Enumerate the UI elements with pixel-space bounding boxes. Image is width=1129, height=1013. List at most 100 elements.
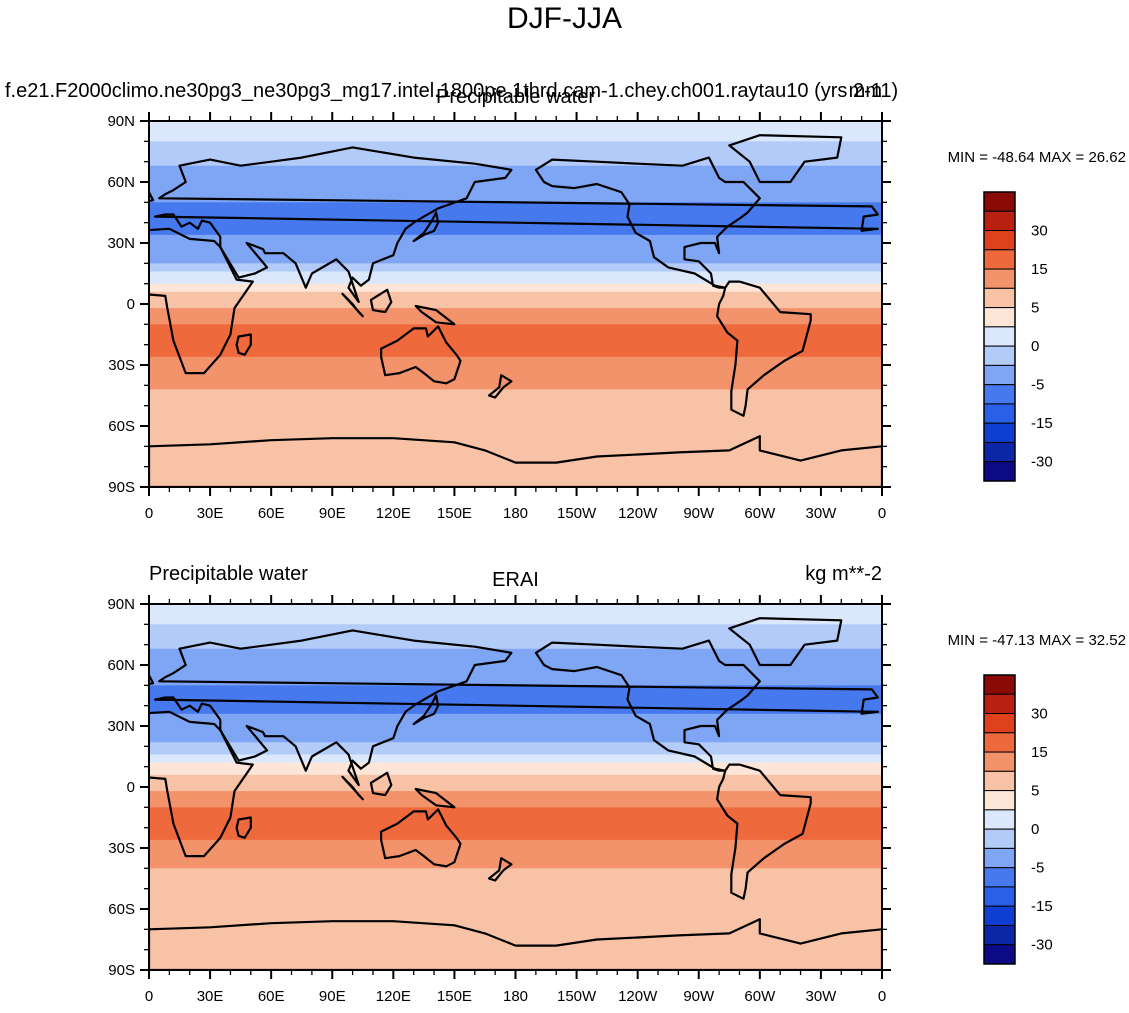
title-center: Precipitable water — [436, 86, 595, 108]
band — [149, 312, 882, 317]
band — [149, 738, 882, 743]
band — [149, 324, 882, 329]
band — [149, 316, 882, 321]
y-tick-label: 60S — [108, 901, 135, 918]
band — [149, 238, 882, 244]
y-tick-label: 30N — [107, 718, 135, 735]
band — [149, 852, 882, 857]
coastline-north-america — [534, 639, 761, 772]
band — [149, 230, 882, 236]
band — [149, 125, 882, 130]
y-tick-label: 60N — [107, 657, 135, 674]
band — [149, 141, 882, 146]
band — [149, 243, 882, 248]
band — [149, 819, 882, 825]
coastline-uk — [149, 673, 155, 685]
y-tick-label: 30N — [107, 235, 135, 252]
band — [149, 259, 882, 264]
band — [149, 957, 882, 963]
title-right: kg m**-2 — [805, 563, 882, 585]
band — [149, 291, 882, 297]
band — [149, 726, 882, 731]
colorbar-swatch — [983, 905, 1016, 926]
band — [149, 734, 882, 739]
band — [149, 787, 882, 792]
band — [149, 778, 882, 784]
band — [149, 409, 882, 415]
band — [149, 705, 882, 711]
x-tick-label: 0 — [878, 988, 886, 1005]
band — [149, 945, 882, 951]
colorbar-label: 0 — [1031, 338, 1039, 355]
x-tick-label: 60E — [258, 505, 285, 522]
band — [149, 876, 882, 882]
band — [149, 892, 882, 898]
band — [149, 169, 882, 175]
band — [149, 933, 882, 939]
band — [149, 917, 882, 922]
band — [149, 750, 882, 756]
x-tick-label: 150E — [437, 505, 472, 522]
colorbar-label: -30 — [1031, 454, 1053, 471]
band — [149, 961, 882, 967]
band — [149, 299, 882, 305]
band — [149, 279, 882, 285]
band — [149, 770, 882, 776]
band — [149, 255, 882, 260]
colorbar-label: 0 — [1031, 821, 1039, 838]
band — [149, 795, 882, 800]
coastline-north-america — [534, 156, 761, 289]
band — [149, 823, 882, 829]
x-tick-label: 0 — [145, 505, 153, 522]
band — [149, 320, 882, 325]
band — [149, 478, 882, 484]
x-tick-label: 30E — [197, 505, 224, 522]
band — [149, 965, 882, 970]
coastline-japan — [412, 694, 440, 726]
band — [149, 385, 882, 390]
coastline-australia — [380, 808, 462, 868]
map-panel-2: 0 30E 60E 90E 120E 150E 180 150W 120W 90W 60W 30W 09… — [107, 563, 1126, 1005]
band — [149, 165, 882, 171]
colorbar-swatch — [983, 674, 1016, 695]
band — [149, 413, 882, 419]
band — [149, 218, 882, 224]
contour-field — [149, 121, 882, 487]
colorbar-swatch — [983, 867, 1016, 888]
band — [149, 417, 882, 423]
min-max-label: MIN = -47.13 MAX = 32.52 — [948, 632, 1126, 649]
band — [149, 941, 882, 947]
band — [149, 900, 882, 906]
band — [149, 811, 882, 817]
coastline-antarctica — [149, 435, 882, 487]
colorbar-swatch — [983, 886, 1016, 907]
band — [149, 713, 882, 719]
band — [149, 717, 882, 723]
colorbar-swatch — [983, 790, 1016, 811]
y-tick-label: 90S — [108, 962, 135, 979]
band — [149, 263, 882, 268]
coastline-japan — [412, 211, 440, 243]
band — [149, 652, 882, 658]
band — [149, 352, 882, 358]
x-tick-label: 120E — [376, 988, 411, 1005]
band — [149, 856, 882, 861]
x-tick-label: 90W — [683, 505, 715, 522]
band — [149, 644, 882, 650]
band — [149, 177, 882, 183]
colorbar-swatch — [983, 828, 1016, 849]
band — [149, 677, 882, 682]
coastline-indonesia — [341, 292, 364, 318]
colorbar-swatch — [983, 364, 1016, 386]
band — [149, 701, 882, 707]
x-tick-label: 30W — [805, 505, 837, 522]
band — [149, 202, 882, 207]
coastlines — [149, 134, 882, 487]
coastline-south-america — [716, 280, 812, 417]
band — [149, 356, 882, 362]
band — [149, 636, 882, 642]
band — [149, 656, 882, 662]
band — [149, 474, 882, 480]
band — [149, 295, 882, 301]
colorbar-label: -15 — [1031, 415, 1053, 432]
